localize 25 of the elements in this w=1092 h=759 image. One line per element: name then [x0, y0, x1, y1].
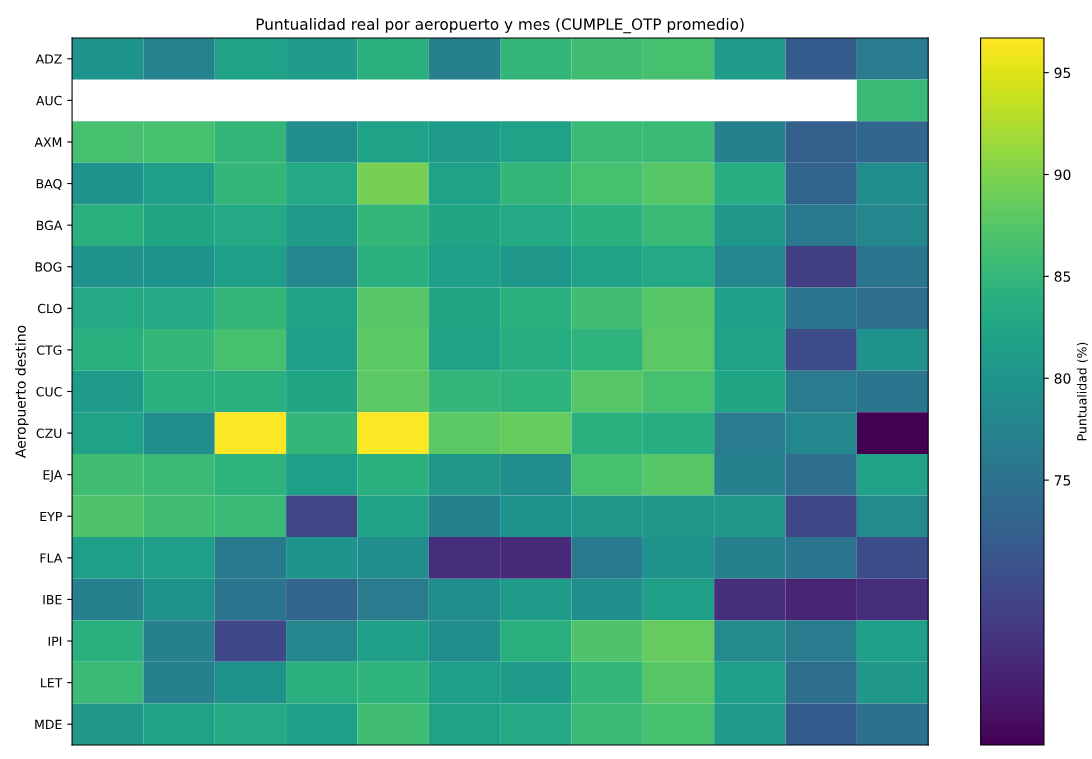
y-tick-label: CTG [37, 345, 62, 355]
color-bar-label: 85 [1054, 271, 1071, 282]
y-tick-label: EYP [40, 511, 62, 522]
y-tick-label: AXM [34, 137, 62, 147]
color-bar-label: 90 [1054, 169, 1071, 180]
y-tick-label: LET [41, 678, 63, 688]
y-tick-label: FLA [40, 553, 63, 563]
color-bar-label: 75 [1054, 475, 1071, 486]
y-tick-label: BGA [36, 220, 63, 231]
y-tick-label: CLO [37, 303, 62, 314]
y-axis-title: Aeropuerto destino [15, 325, 29, 458]
y-tick-label: CUC [36, 386, 62, 397]
y-tick-label: ADZ [35, 54, 62, 64]
y-tick-label: BOG [35, 262, 62, 272]
color-bar-label: 80 [1054, 373, 1071, 384]
y-tick-label: AUC [36, 95, 62, 106]
y-tick-label: MDE [35, 719, 62, 729]
color-bar-label: 95 [1054, 67, 1071, 79]
y-tick-label: IBE [43, 595, 62, 605]
y-tick-label: CZU [36, 428, 62, 439]
y-tick-label: BAQ [36, 179, 62, 190]
y-tick-label: IPI [48, 636, 62, 646]
y-tick-label: EJA [43, 470, 63, 482]
chart-title: Puntualidad real por aeropuerto y mes (CUMPLE_OTP promedio) [256, 18, 744, 34]
color-bar-title: Puntualidad (%) [1076, 342, 1089, 441]
